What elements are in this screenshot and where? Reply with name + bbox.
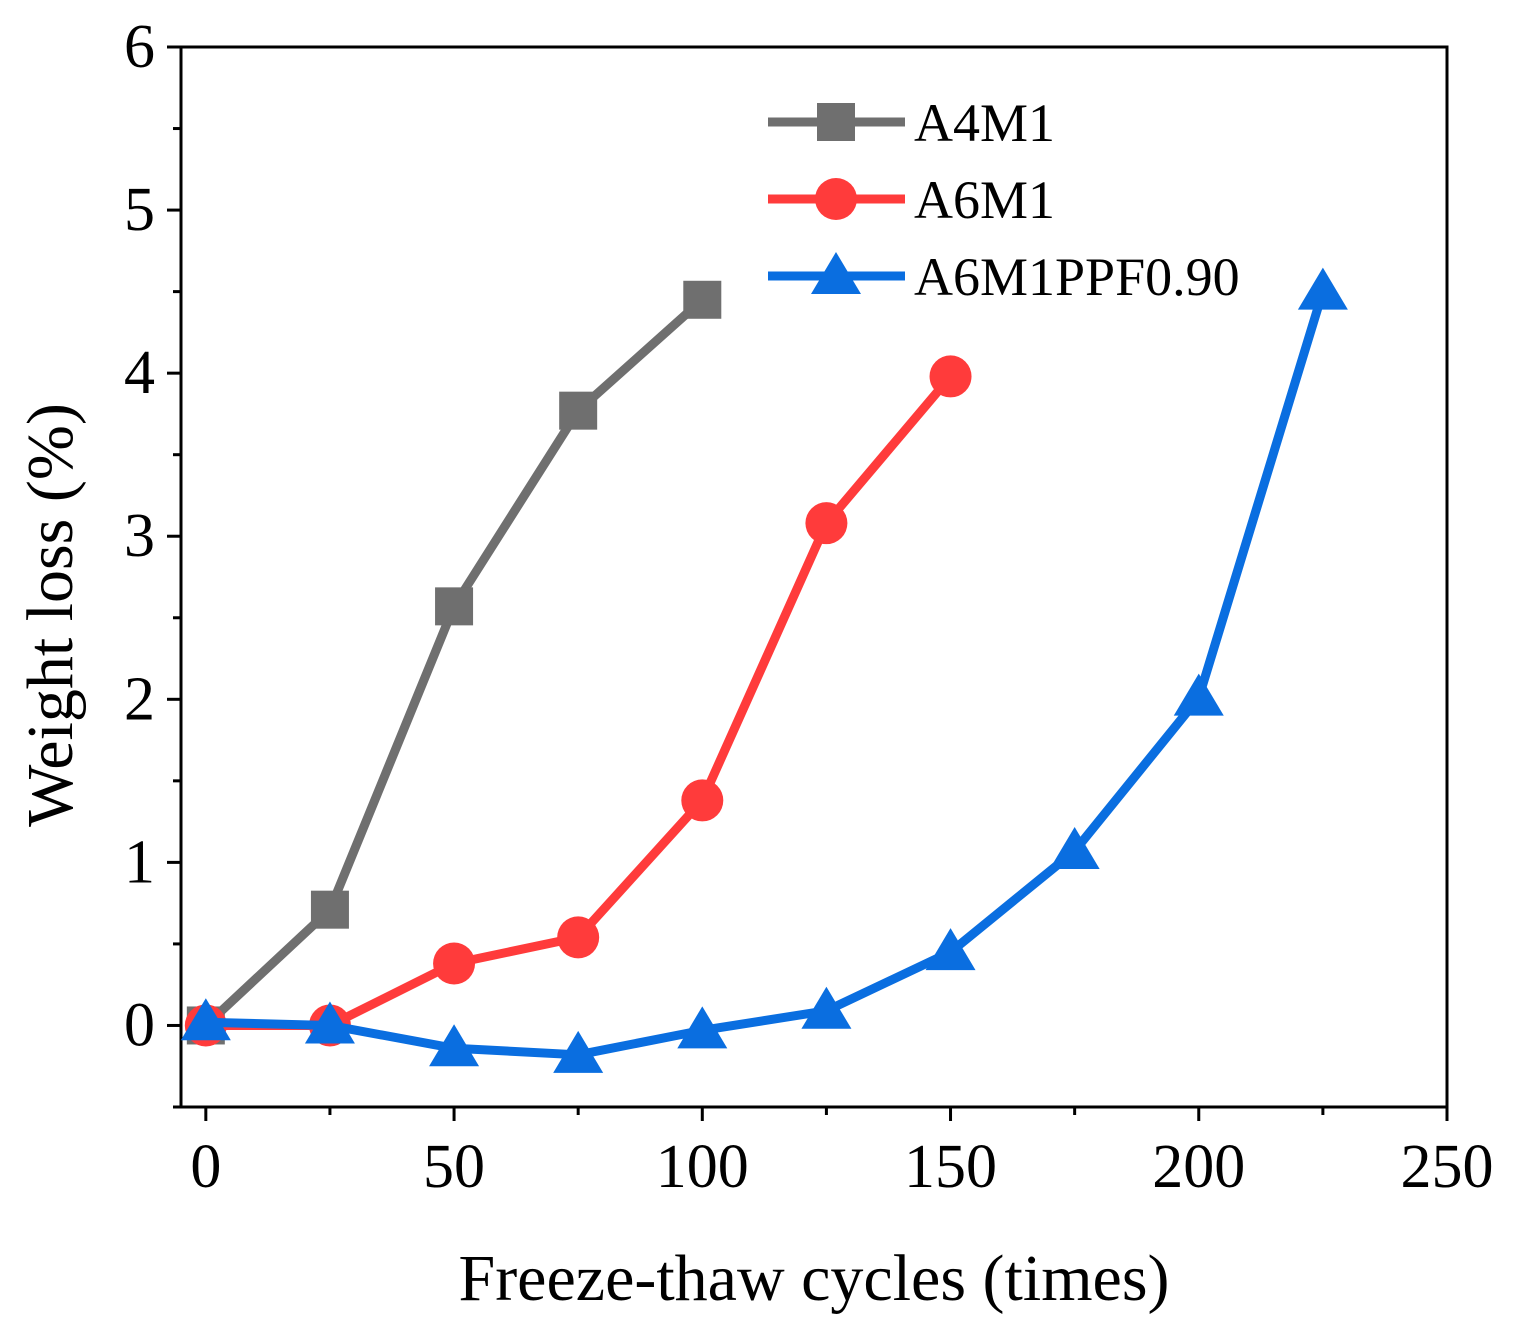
series-a6m1ppf0-90 [180, 267, 1348, 1073]
y-tick-label: 3 [124, 502, 155, 570]
legend-marker [811, 252, 861, 294]
data-point [180, 998, 231, 1041]
y-tick-label: 2 [124, 665, 155, 733]
series-a4m1 [186, 280, 722, 1045]
data-point [1173, 673, 1224, 716]
legend-marker [815, 178, 857, 220]
data-point [929, 355, 972, 398]
x-tick-label: 100 [656, 1133, 749, 1201]
data-point [310, 890, 349, 929]
data-point [683, 280, 722, 319]
data-point [925, 928, 976, 971]
data-point [557, 916, 600, 959]
axes-layer: 0 1 2 3 4 5 6 0 50 100 150 200 250 [124, 13, 1494, 1201]
legend-item: A4M1 [768, 93, 1055, 153]
y-tick-label: 0 [124, 991, 155, 1059]
data-point [433, 942, 476, 985]
x-tick-label: 50 [423, 1133, 485, 1201]
data-point [435, 587, 474, 626]
legend-item: A6M1 [768, 170, 1055, 230]
y-tick-label: 1 [124, 828, 155, 896]
series-line [205, 290, 1328, 1060]
x-tick-label: 150 [904, 1133, 997, 1201]
data-point [1049, 826, 1100, 869]
data-point [681, 779, 724, 822]
x-axis-title: Freeze-thaw cycles (times) [459, 1242, 1170, 1315]
y-axis-title: Weight loss (%) [14, 403, 87, 827]
x-tick-label: 250 [1401, 1133, 1494, 1201]
data-point [429, 1024, 480, 1067]
data-point [677, 1006, 728, 1049]
y-tick-label: 4 [124, 339, 155, 407]
legend-label: A6M1 [914, 170, 1055, 230]
data-point [1297, 267, 1348, 310]
legend: A4M1 A6M1 A6M1PPF0.90 [768, 93, 1240, 307]
series-a6m1 [184, 355, 972, 1047]
series-line [202, 296, 706, 1029]
legend-label: A6M1PPF0.90 [914, 247, 1240, 307]
plot-frame [179, 45, 1449, 1109]
data-point [805, 502, 848, 545]
legend-item: A6M1PPF0.90 [768, 247, 1240, 307]
data-point [801, 986, 852, 1029]
x-tick-label: 200 [1152, 1133, 1245, 1201]
data-point [553, 1030, 604, 1073]
x-tick-label: 0 [190, 1133, 221, 1201]
data-point [304, 1001, 355, 1044]
y-tick-label: 5 [124, 176, 155, 244]
data-point [559, 391, 598, 430]
y-tick-label: 6 [124, 13, 155, 81]
series-layer [180, 267, 1348, 1073]
legend-label: A4M1 [914, 93, 1055, 153]
legend-marker [817, 103, 855, 141]
